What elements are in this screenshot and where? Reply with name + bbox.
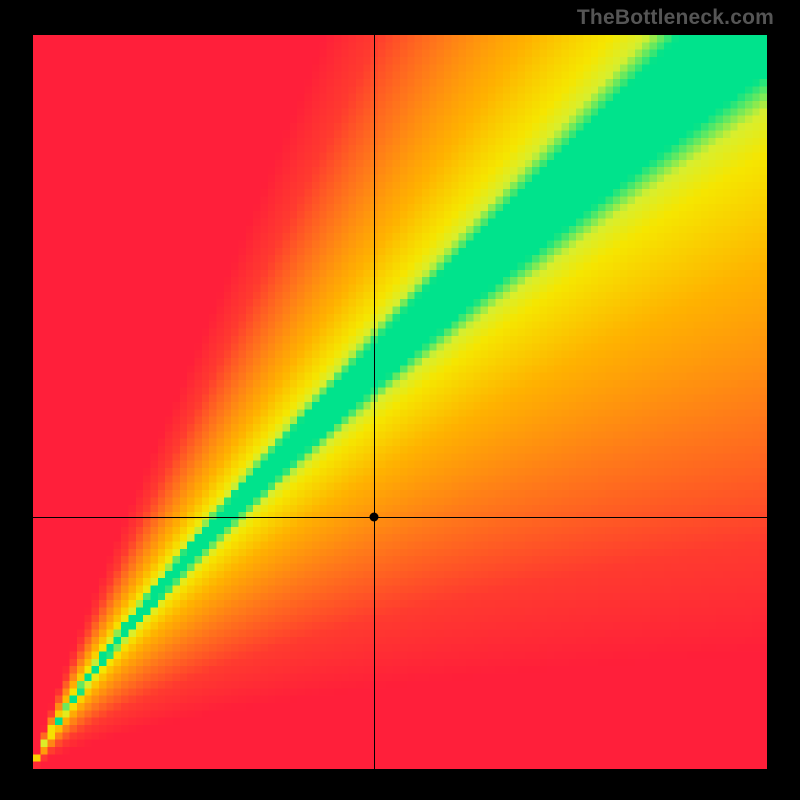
selection-marker xyxy=(370,513,379,522)
crosshair-horizontal xyxy=(33,517,767,518)
crosshair-vertical xyxy=(374,35,375,769)
watermark-text: TheBottleneck.com xyxy=(577,6,774,30)
heatmap-canvas xyxy=(33,35,767,769)
bottleneck-heatmap xyxy=(33,35,767,769)
